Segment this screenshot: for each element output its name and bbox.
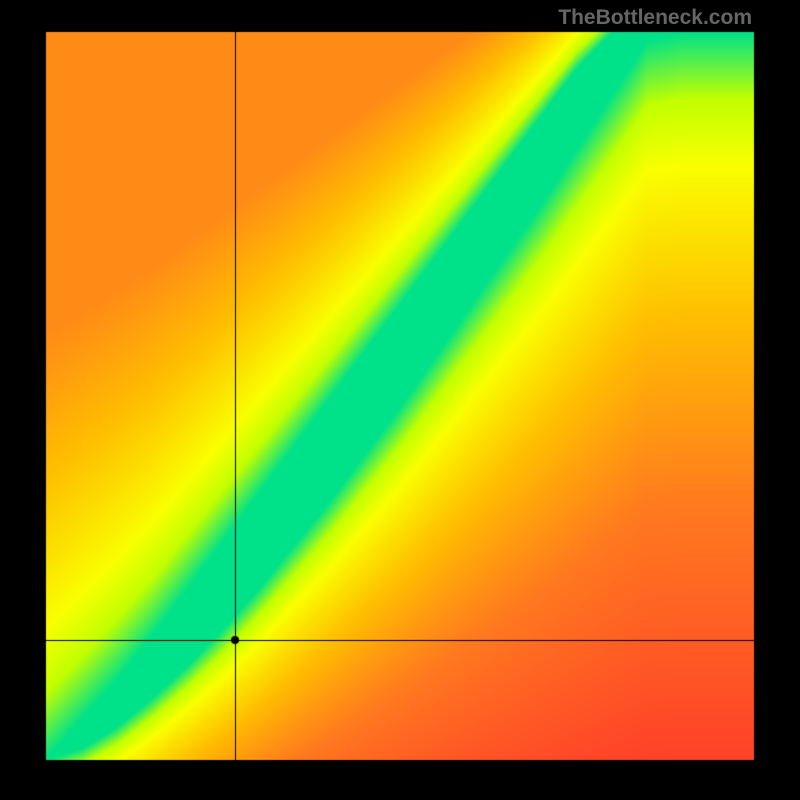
watermark-text: TheBottleneck.com	[558, 6, 752, 30]
chart-container: TheBottleneck.com	[0, 0, 800, 800]
bottleneck-heatmap	[0, 0, 800, 800]
